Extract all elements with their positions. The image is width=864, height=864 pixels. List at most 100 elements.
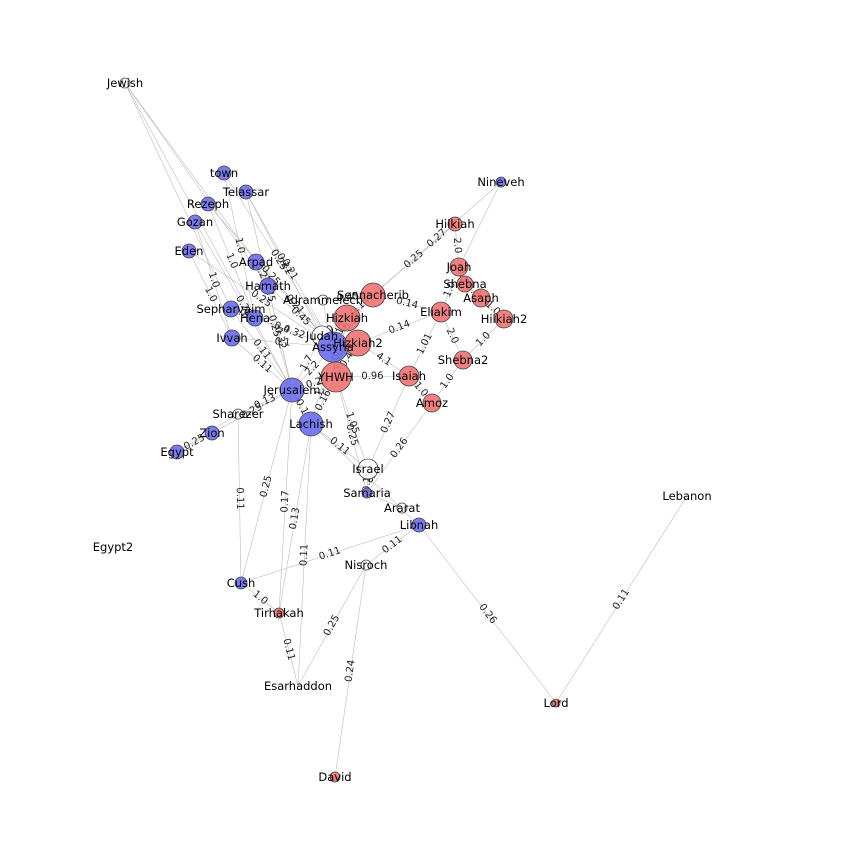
edge-hizkiah2b-eliakim (357, 311, 442, 344)
edge-libnah-lord (418, 524, 557, 704)
node-amoz[interactable] (422, 393, 442, 413)
edge-jerusalem-cush (240, 389, 293, 584)
node-lord[interactable] (551, 698, 561, 708)
node-label-lachish: Lachish (289, 417, 333, 431)
node-label-tirhakah: Tirhakah (253, 606, 304, 620)
edge-weight-label: 1.0 (206, 271, 221, 289)
node-telassar[interactable] (238, 184, 254, 200)
node-arpad[interactable] (247, 253, 265, 271)
edge-telassar-judah (245, 191, 323, 337)
edge-weight-label: 0.13 (288, 507, 303, 531)
edge-weight-label: 4.1 (374, 351, 393, 369)
node-david[interactable] (329, 771, 341, 783)
node-label-egypt2: Egypt2 (93, 540, 134, 554)
node-ararat[interactable] (396, 502, 408, 514)
node-zion[interactable] (204, 425, 220, 441)
edge-eliakim-isaiah (408, 311, 442, 377)
edge-town-hena (223, 172, 256, 319)
edge-weight-label: 0.15 (362, 470, 374, 493)
node-libnah[interactable] (411, 517, 427, 533)
node-label-cush: Cush (227, 576, 256, 590)
node-tirhakah[interactable] (273, 607, 285, 619)
node-label-judah: Judah (305, 329, 338, 343)
edge-lachish-esarhaddon (297, 423, 312, 687)
edge-shebna2-hilkiah2 (462, 318, 505, 361)
edge-sennacherib-hilkiah (372, 223, 456, 296)
node-jewish[interactable] (119, 77, 131, 89)
node-adrammelech[interactable] (317, 294, 329, 306)
node-samaria[interactable] (361, 487, 373, 499)
edge-jerusalem-tirhakah (278, 389, 293, 614)
node-label-lebanon: Lebanon (662, 489, 711, 503)
edge-isaiah-israel (367, 375, 410, 470)
edge-weight-label: 1.0 (232, 237, 246, 255)
node-hilkiah[interactable] (447, 216, 463, 232)
edge-jewish-jerusalem (124, 82, 293, 391)
node-label-egypt: Egypt (160, 445, 194, 459)
edge-nineveh-joah (458, 181, 502, 268)
edge-lebanon-lord (555, 495, 688, 704)
node-eden[interactable] (181, 243, 197, 259)
edge-gozan-ivvah (194, 221, 233, 339)
node-jerusalem[interactable] (279, 377, 305, 403)
edge-jewish-arpad (124, 82, 257, 263)
edge-weight-label: 1.0 (438, 372, 456, 391)
node-hena[interactable] (246, 309, 264, 327)
node-label-libnah: Libnah (400, 518, 439, 532)
edge-weight-label: 0.11 (318, 545, 343, 562)
node-isaiah[interactable] (398, 365, 420, 387)
node-hamath[interactable] (259, 277, 277, 295)
edge-weight-label: 0.25 (258, 474, 274, 498)
node-yhwh[interactable] (320, 361, 352, 393)
edge-sharezer-cush (237, 413, 242, 584)
node-cush[interactable] (234, 576, 248, 590)
node-egypt[interactable] (169, 444, 185, 460)
node-sennacherib[interactable] (360, 282, 386, 308)
edge-rezeph-assyria (207, 203, 334, 348)
node-hilkiah2[interactable] (494, 309, 514, 329)
edge-weight-label: 0.45 (336, 291, 359, 304)
node-label-rezeph: Rezeph (187, 197, 229, 211)
node-label-sharezer: Sharezer (212, 407, 263, 421)
node-town[interactable] (216, 165, 232, 181)
node-nineveh[interactable] (495, 176, 507, 188)
edge-weight-label: 0.11 (380, 534, 404, 556)
node-label-hilkiah2: Hilkiah2 (481, 312, 528, 326)
node-hizkiah2b[interactable] (344, 329, 372, 357)
node-nisroch[interactable] (360, 559, 372, 571)
edge-jewish-hamath (124, 82, 269, 287)
node-shebna2[interactable] (453, 350, 473, 370)
edge-nisroch-esarhaddon (297, 564, 367, 687)
node-israel[interactable] (357, 458, 379, 480)
edge-weight-label: 0.26 (476, 602, 498, 626)
edge-weight-label: 0.14 (387, 318, 412, 336)
node-sharezer[interactable] (232, 408, 244, 420)
node-label-ararat: Ararat (384, 501, 420, 515)
node-gozan[interactable] (187, 214, 203, 230)
node-label-nisroch: Nisroch (345, 558, 388, 572)
edge-tirhakah-esarhaddon (278, 612, 299, 687)
node-label-assyria: Assyria (312, 340, 354, 354)
node-rezeph[interactable] (200, 196, 216, 212)
node-shebna[interactable] (456, 275, 474, 293)
node-sepharvaim[interactable] (222, 300, 240, 318)
edge-weight-label: 0.32 (272, 326, 288, 350)
node-label-shebna2: Shebna2 (438, 353, 489, 367)
edge-weight-label: 0.2 (305, 376, 323, 391)
edge-weight-label: 0.25 (322, 613, 342, 638)
node-label-ivvah: Ivvah (216, 331, 247, 345)
node-label-eliakim: Eliakim (420, 305, 462, 319)
edge-rezeph-hena (207, 203, 256, 319)
node-eliakim[interactable] (430, 301, 452, 323)
node-lachish[interactable] (298, 411, 324, 437)
edge-weight-label: 0.4 (273, 320, 292, 336)
node-ivvah[interactable] (223, 329, 241, 347)
node-label-telassar: Telassar (222, 185, 269, 199)
node-label-david: David (318, 770, 351, 784)
node-asaph[interactable] (471, 288, 491, 308)
edge-lachish-tirhakah (278, 423, 312, 614)
node-hizkiah[interactable] (333, 304, 361, 332)
node-label-eden: Eden (175, 244, 204, 258)
node-label-samaria: Samaria (343, 486, 391, 500)
node-joah[interactable] (449, 257, 469, 277)
